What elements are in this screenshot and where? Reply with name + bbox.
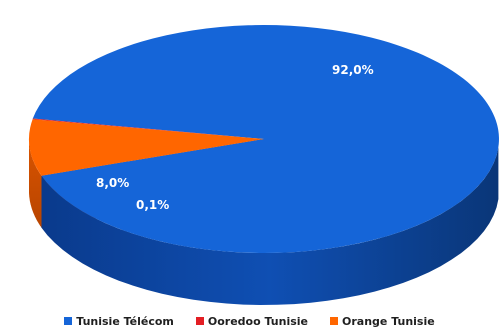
legend-item-ooredoo-tunisie: Ooredoo Tunisie [195,314,309,328]
legend-label: Ooredoo Tunisie [207,314,309,328]
legend-item-orange-tunisie: Orange Tunisie [330,315,435,328]
legend-swatch [330,317,339,325]
legend-item-tunisie-telecom: Tunisie Télécom [64,315,174,328]
label-orange-tunisie: 8,0% [96,176,129,190]
pie-chart: 92,0% 0,1% 8,0% [29,24,499,305]
orange-tunisie-side [29,139,42,228]
legend: Tunisie Télécom Ooredoo Tunisie Orange Tun… [0,311,499,331]
slice-orange-tunisie [29,119,264,176]
legend-label: Tunisie Télécom [76,314,174,328]
label-ooredoo-tunisie: 0,1% [136,198,169,212]
legend-label: Orange Tunisie [342,314,435,328]
slice-tops [29,24,499,253]
label-tunisie-telecom: 92,0% [332,63,374,77]
slice-ooredoo-tunisie [32,118,264,139]
legend-swatch [195,317,204,325]
slice-tunisie-telecom [32,24,499,253]
data-labels: 92,0% 0,1% 8,0% [96,63,374,212]
legend-swatch [64,317,73,325]
tunisie-telecom-side [41,147,499,305]
